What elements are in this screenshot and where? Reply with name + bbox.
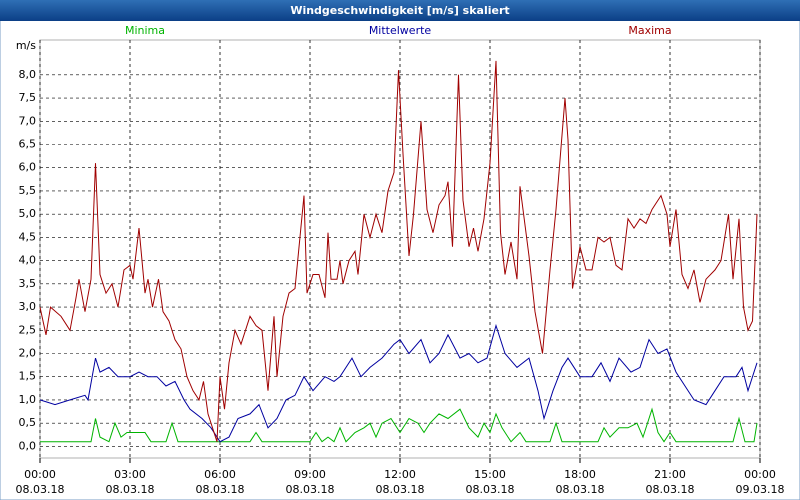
x-tick-label: 06:00 xyxy=(204,468,236,481)
x-tick-label: 00:00 xyxy=(744,468,776,481)
x-tick-label: 00:00 xyxy=(24,468,56,481)
series-line xyxy=(40,407,758,443)
y-tick-label: 7,0 xyxy=(19,114,37,127)
y-tick-label: 8,0 xyxy=(19,68,37,81)
y-tick-label: 4,5 xyxy=(19,230,37,243)
legend-entry: Minima xyxy=(125,24,165,37)
y-tick-label: 0,0 xyxy=(19,439,37,452)
y-tick-label: 1,5 xyxy=(19,370,37,383)
series-line xyxy=(39,323,758,443)
x-tick-label: 21:00 xyxy=(654,468,686,481)
y-tick-label: 6,0 xyxy=(19,161,37,174)
legend-entry: Maxima xyxy=(628,24,671,37)
y-tick-label: 3,0 xyxy=(19,300,37,313)
x-tick-date: 08.03.18 xyxy=(16,483,65,496)
x-tick-date: 08.03.18 xyxy=(106,483,155,496)
x-tick-date: 08.03.18 xyxy=(376,483,425,496)
y-tick-label: 5,5 xyxy=(19,184,37,197)
x-tick-date: 08.03.18 xyxy=(556,483,605,496)
y-tick-label: 3,5 xyxy=(19,277,37,290)
title-bar xyxy=(0,0,800,21)
y-tick-label: 0,5 xyxy=(19,416,37,429)
y-tick-label: 2,5 xyxy=(19,323,37,336)
x-tick-date: 08.03.18 xyxy=(286,483,335,496)
series-line xyxy=(39,60,758,442)
y-tick-label: 1,0 xyxy=(19,393,37,406)
y-tick-label: 4,0 xyxy=(19,254,37,267)
chart-title: Windgeschwindigkeit [m/s] skaliert xyxy=(290,4,509,17)
x-tick-label: 09:00 xyxy=(294,468,326,481)
x-tick-date: 09.03.18 xyxy=(736,483,785,496)
y-tick-label: 5,0 xyxy=(19,207,37,220)
x-tick-label: 18:00 xyxy=(564,468,596,481)
x-tick-label: 15:00 xyxy=(474,468,506,481)
x-tick-date: 08.03.18 xyxy=(196,483,245,496)
x-tick-label: 12:00 xyxy=(384,468,416,481)
y-tick-label: 2,0 xyxy=(19,347,37,360)
legend-entry: Mittelwerte xyxy=(369,24,432,37)
x-tick-date: 08.03.18 xyxy=(466,483,515,496)
y-unit: m/s xyxy=(16,39,36,52)
y-tick-label: 6,5 xyxy=(19,138,37,151)
y-tick-label: 7,5 xyxy=(19,91,37,104)
x-tick-label: 03:00 xyxy=(114,468,146,481)
x-tick-date: 08.03.18 xyxy=(646,483,695,496)
